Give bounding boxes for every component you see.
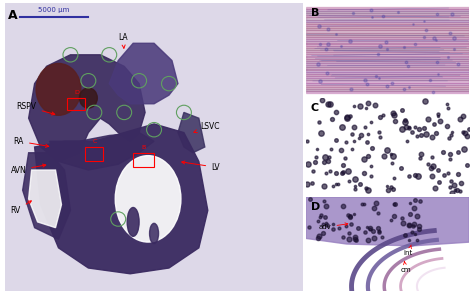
Text: int: int: [404, 245, 413, 256]
Bar: [306, 56, 469, 59]
Bar: [306, 24, 469, 26]
Bar: [306, 22, 469, 24]
Bar: [306, 44, 469, 46]
Bar: [306, 46, 469, 48]
Bar: [133, 153, 154, 167]
Polygon shape: [109, 43, 178, 104]
Bar: [306, 59, 469, 61]
Bar: [306, 80, 469, 83]
Bar: [306, 35, 469, 37]
Text: B: B: [310, 8, 319, 18]
Bar: [306, 19, 469, 22]
Ellipse shape: [150, 223, 158, 243]
Polygon shape: [306, 119, 338, 144]
Polygon shape: [338, 113, 374, 130]
Bar: [306, 13, 469, 15]
Bar: [306, 89, 469, 91]
Text: RSPV: RSPV: [17, 102, 55, 115]
Bar: [306, 87, 469, 89]
Text: RV: RV: [11, 201, 31, 215]
Polygon shape: [49, 133, 154, 170]
Polygon shape: [306, 197, 469, 246]
Bar: [306, 17, 469, 20]
Bar: [306, 37, 469, 39]
Bar: [306, 63, 469, 65]
Bar: [306, 85, 469, 87]
Text: B: B: [141, 145, 146, 150]
Polygon shape: [28, 170, 62, 228]
Bar: [306, 11, 469, 13]
Bar: [306, 61, 469, 63]
Text: cm: cm: [401, 262, 411, 273]
Text: adv: adv: [319, 223, 348, 230]
Bar: [85, 147, 103, 161]
Bar: [306, 9, 469, 11]
Bar: [306, 50, 469, 52]
Bar: [306, 69, 469, 72]
Text: LA: LA: [118, 33, 128, 48]
Text: A: A: [8, 9, 18, 22]
Polygon shape: [28, 55, 145, 161]
Text: 5000 μm: 5000 μm: [38, 7, 70, 13]
Bar: [306, 74, 469, 76]
Bar: [306, 26, 469, 28]
Text: C: C: [92, 139, 97, 144]
Bar: [306, 72, 469, 74]
Ellipse shape: [435, 279, 471, 294]
Ellipse shape: [36, 64, 81, 115]
Bar: [306, 83, 469, 85]
Polygon shape: [391, 131, 428, 150]
Bar: [306, 15, 469, 17]
Ellipse shape: [127, 208, 139, 236]
Bar: [306, 6, 469, 9]
Bar: [306, 33, 469, 35]
Bar: [306, 28, 469, 31]
Polygon shape: [35, 124, 208, 274]
Bar: [306, 67, 469, 70]
Text: LV: LV: [182, 161, 220, 172]
Bar: [306, 41, 469, 44]
Bar: [306, 65, 469, 67]
Text: D: D: [74, 90, 79, 95]
Ellipse shape: [79, 88, 97, 108]
Text: C: C: [310, 103, 319, 113]
Polygon shape: [23, 153, 71, 239]
Bar: [306, 52, 469, 54]
Polygon shape: [312, 158, 342, 174]
Ellipse shape: [115, 156, 181, 242]
Text: RA: RA: [14, 137, 49, 147]
Bar: [306, 76, 469, 78]
Text: D: D: [310, 202, 320, 212]
Text: AVN: AVN: [11, 164, 46, 175]
Polygon shape: [178, 112, 205, 153]
Bar: [67, 98, 85, 110]
Bar: [306, 39, 469, 41]
Bar: [306, 30, 469, 33]
Bar: [306, 48, 469, 50]
Bar: [306, 91, 469, 93]
Bar: [306, 54, 469, 56]
Text: LSVC: LSVC: [194, 122, 220, 133]
Bar: [306, 78, 469, 81]
